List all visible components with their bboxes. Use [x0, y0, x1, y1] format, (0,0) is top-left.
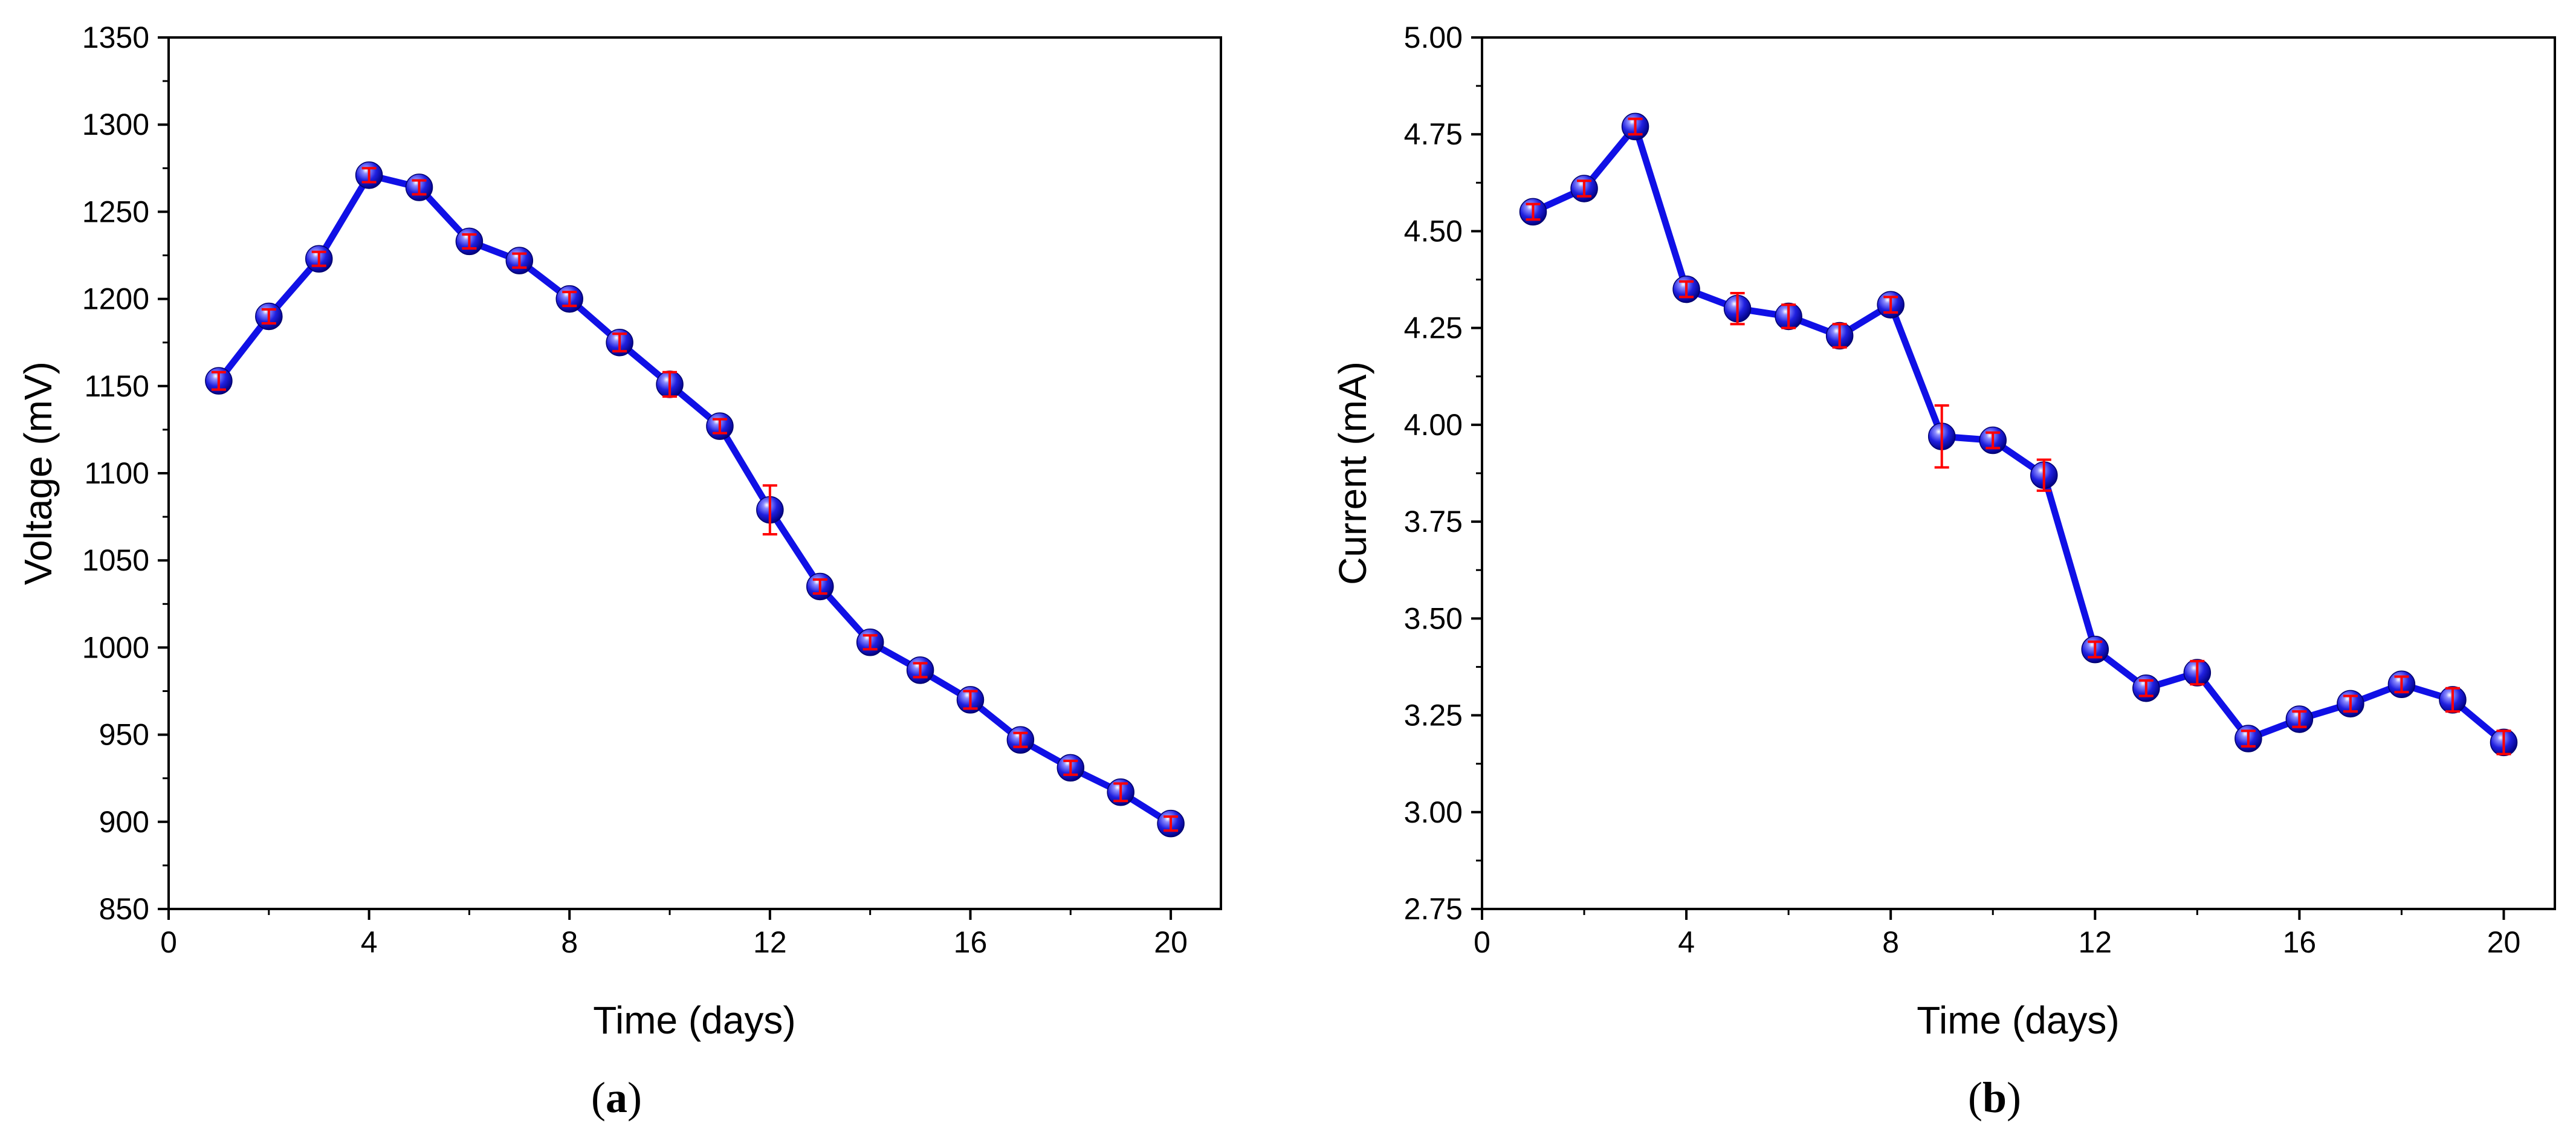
y-tick-label: 4.75 — [1404, 117, 1463, 151]
error-bar — [512, 252, 527, 269]
error-bar — [2292, 710, 2307, 728]
x-tick-label: 16 — [2283, 925, 2317, 959]
x-tick-label: 20 — [2487, 925, 2521, 959]
y-tick-label: 1300 — [82, 108, 149, 141]
x-tick-label: 12 — [2078, 925, 2112, 959]
error-bar — [1063, 759, 1078, 776]
x-axis-label: Time (days) — [593, 998, 795, 1042]
y-tick-label: 900 — [99, 805, 149, 839]
y-tick-label: 4.00 — [1404, 408, 1463, 442]
error-bar — [562, 291, 577, 308]
y-tick-label: 5.00 — [1404, 21, 1463, 54]
y-tick-label: 3.75 — [1404, 505, 1463, 539]
x-tick-label: 16 — [954, 925, 988, 959]
y-tick-label: 1000 — [82, 630, 149, 664]
data-points — [205, 161, 1185, 838]
y-tick-label: 4.25 — [1404, 311, 1463, 345]
error-bar — [913, 662, 928, 679]
panel-label-a: (a) — [591, 1073, 642, 1122]
y-tick-label: 1050 — [82, 543, 149, 577]
x-tick-label: 20 — [1154, 925, 1188, 959]
error-bar — [1985, 431, 2001, 450]
error-bar — [662, 370, 678, 398]
error-bar — [2190, 659, 2205, 686]
error-bar — [2088, 640, 2103, 659]
axis-ticks: 0 4 8 12 16 20 2.75 3.00 3.25 3.50 3.75 4.00 4.25 4.5… — [1404, 21, 2521, 959]
error-bar — [1679, 280, 1694, 299]
y-tick-label: 1250 — [82, 195, 149, 228]
error-bar — [762, 484, 777, 535]
error-bar — [2496, 729, 2511, 755]
voltage-chart: 0 4 8 12 16 20 850 900 950 1000 1050 1100 1150 1200 12… — [16, 21, 1222, 1122]
error-bar — [963, 690, 978, 710]
error-bar — [1526, 202, 1541, 221]
x-tick-label: 4 — [1678, 925, 1695, 959]
x-axis-label: Time (days) — [1917, 998, 2119, 1042]
y-tick-label: 1200 — [82, 282, 149, 316]
y-tick-label: 850 — [99, 892, 149, 926]
x-tick-label: 4 — [361, 925, 378, 959]
error-bar — [1577, 180, 1592, 198]
error-bar — [462, 233, 477, 250]
error-bar — [812, 578, 827, 595]
error-bar — [361, 167, 377, 184]
error-bar — [1113, 782, 1128, 803]
error-bar — [2394, 675, 2409, 694]
x-tick-label: 0 — [160, 925, 177, 959]
current-chart: 0 4 8 12 16 20 2.75 3.00 3.25 3.50 3.75 4.00 4.25 4.5… — [1331, 21, 2556, 1122]
error-bar — [1883, 296, 1898, 314]
plot-frame — [1481, 36, 2556, 910]
x-tick-label: 0 — [1474, 925, 1490, 959]
error-bar — [862, 634, 878, 651]
error-bar — [1013, 731, 1028, 748]
error-bar — [2036, 458, 2051, 492]
series-polyline — [216, 172, 1173, 827]
y-tick-label: 1350 — [82, 21, 149, 54]
x-tick-label: 8 — [561, 925, 578, 959]
series-line — [1532, 123, 2506, 745]
error-bar — [261, 308, 276, 325]
y-tick-label: 1100 — [84, 456, 149, 490]
error-bar — [211, 370, 226, 391]
error-bar — [1628, 117, 1643, 136]
error-bar — [1163, 815, 1179, 832]
y-tick-label: 2.75 — [1404, 892, 1463, 926]
series-polyline — [1532, 123, 2506, 745]
x-tick-label: 8 — [1882, 925, 1899, 959]
y-tick-label: 3.25 — [1404, 699, 1463, 733]
error-bar — [612, 332, 627, 353]
data-points — [1519, 112, 2518, 757]
error-bar — [412, 179, 427, 196]
panel-label-b: (b) — [1968, 1073, 2021, 1122]
error-bar — [2241, 729, 2256, 748]
error-bar — [2343, 694, 2358, 713]
axis-ticks: 0 4 8 12 16 20 850 900 950 1000 1050 1100 1150 1200 12… — [82, 21, 1188, 959]
y-axis-label: Current (mA) — [1331, 361, 1374, 585]
error-bar — [311, 250, 326, 267]
error-bar — [1934, 404, 1949, 469]
error-bar — [2138, 679, 2154, 697]
error-bar — [1781, 303, 1796, 329]
error-bar — [712, 418, 727, 435]
y-tick-label: 950 — [99, 718, 149, 752]
y-tick-label: 3.00 — [1404, 795, 1463, 829]
series-line — [216, 172, 1173, 827]
y-tick-label: 1150 — [84, 369, 149, 403]
error-bar — [1832, 323, 1847, 349]
error-bar — [1730, 291, 1745, 326]
error-bar — [2445, 687, 2460, 713]
y-tick-label: 3.50 — [1404, 601, 1463, 635]
y-axis-label: Voltage (mV) — [16, 361, 60, 585]
x-tick-label: 12 — [753, 925, 787, 959]
y-tick-label: 4.50 — [1404, 214, 1463, 248]
